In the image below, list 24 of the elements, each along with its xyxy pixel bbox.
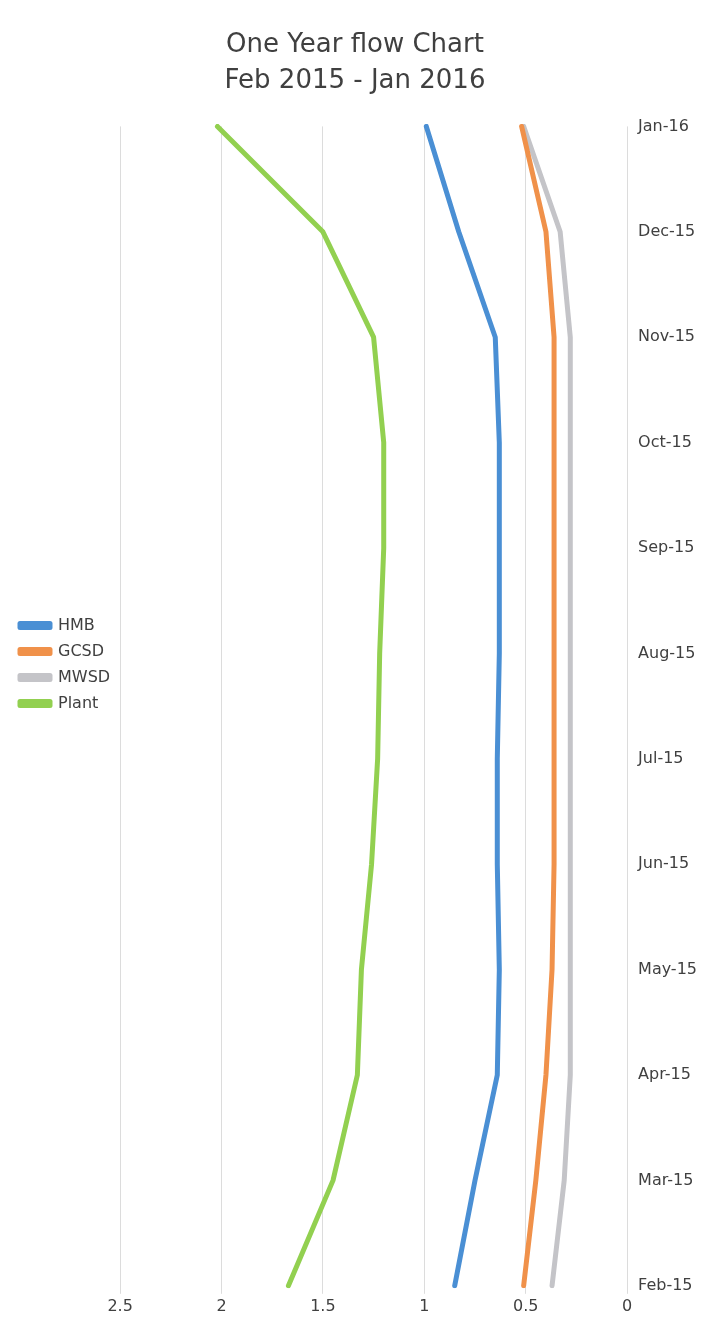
x-tick-label: 1.5 <box>310 1295 336 1315</box>
y-tick-label: Sep-15 <box>638 537 695 557</box>
y-tick-label: Nov-15 <box>638 326 696 346</box>
y-tick-label: Feb-15 <box>638 1274 693 1294</box>
y-tick-label: Jul-15 <box>637 747 684 767</box>
legend-label: Plant <box>58 692 99 712</box>
x-tick-label: 2 <box>216 1295 227 1315</box>
y-tick-label: May-15 <box>638 958 698 978</box>
y-tick-label: Aug-15 <box>638 642 696 662</box>
y-tick-label: Mar-15 <box>638 1169 694 1189</box>
legend-label: MWSD <box>58 666 111 686</box>
legend-label: GCSD <box>58 640 105 660</box>
x-tick-label: 0.5 <box>512 1295 539 1315</box>
y-tick-label: Jan-16 <box>637 115 689 135</box>
y-tick-label: Jun-15 <box>637 853 690 873</box>
x-tick-label: 0 <box>621 1295 633 1315</box>
chart-title: One Year flow Chart <box>226 28 484 59</box>
x-tick-label: 2.5 <box>107 1295 133 1315</box>
x-tick-label: 1 <box>419 1295 430 1315</box>
y-tick-label: Apr-15 <box>638 1064 691 1084</box>
chart-subtitle: Feb 2015 - Jan 2016 <box>224 63 486 94</box>
legend-label: HMB <box>58 614 95 634</box>
y-tick-label: Oct-15 <box>638 431 692 451</box>
y-tick-label: Dec-15 <box>638 220 696 240</box>
